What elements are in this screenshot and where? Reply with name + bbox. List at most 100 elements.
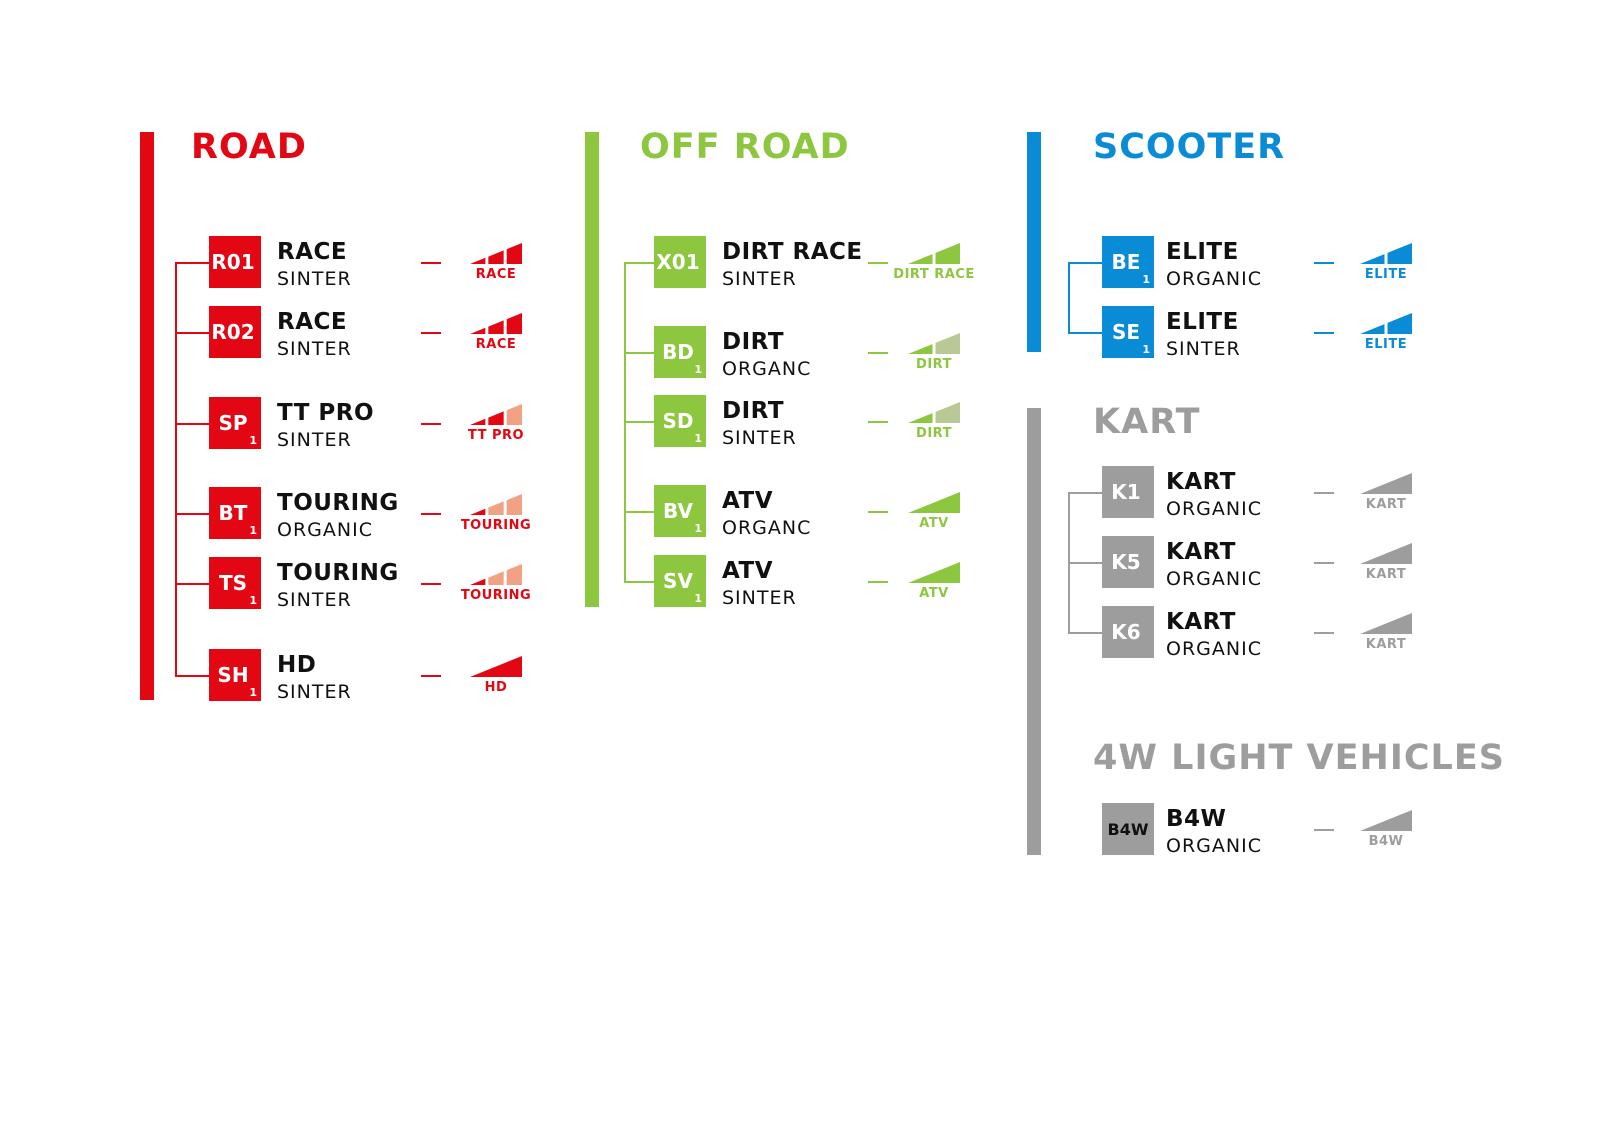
performance-level-label: TOURING [460, 518, 532, 533]
product-code: SE [1111, 320, 1141, 344]
product-name: ATV [722, 558, 774, 584]
product-code-badge[interactable]: BD 1 [654, 326, 706, 378]
offroad-section-title: OFF ROAD [640, 127, 850, 167]
product-code-badge[interactable]: BE 1 [1102, 236, 1154, 288]
performance-level-meter [908, 333, 960, 354]
product-code-badge[interactable]: R01 [209, 236, 261, 288]
scooter-section-title: SCOOTER [1093, 127, 1286, 167]
tree-branch [175, 583, 209, 585]
performance-level-meter [1360, 810, 1412, 831]
product-code-badge[interactable]: SE 1 [1102, 306, 1154, 358]
performance-level-label: DIRT [916, 426, 952, 441]
meter-segment-filled [908, 562, 960, 583]
product-code: B4W [1107, 819, 1149, 839]
performance-level-meter [1360, 313, 1412, 334]
performance-level-label: RACE [475, 267, 517, 282]
connector-dash [1314, 829, 1334, 831]
product-code-badge[interactable]: K6 [1102, 606, 1154, 658]
meter-segment-filled [1360, 254, 1385, 264]
product-name: B4W [1166, 806, 1227, 832]
tree-branch [624, 511, 654, 513]
meter-segment-filled [908, 344, 933, 354]
meter-segment-empty [506, 494, 522, 515]
meter-segment-filled [488, 320, 504, 334]
product-name: KART [1166, 539, 1236, 565]
product-code: R01 [211, 250, 255, 274]
connector-dash [421, 332, 441, 334]
meter-segment-filled [1360, 543, 1412, 564]
product-code-subscript: 1 [694, 592, 702, 605]
meter-segment-filled [908, 254, 933, 264]
product-code-badge[interactable]: B4W [1102, 803, 1154, 855]
product-name: DIRT RACE [722, 239, 863, 265]
performance-level-label: ELITE [1364, 267, 1408, 282]
compound-material: SINTER [722, 268, 797, 290]
product-code-badge[interactable]: SH 1 [209, 649, 261, 701]
meter-segment-filled [470, 656, 522, 677]
tree-branch [175, 262, 209, 264]
road-section-bar [140, 132, 154, 700]
performance-level-label: ATV [919, 586, 949, 601]
product-code-badge[interactable]: SV 1 [654, 555, 706, 607]
product-code-badge[interactable]: K5 [1102, 536, 1154, 588]
performance-level-meter [908, 492, 960, 513]
performance-level-label: KART [1365, 567, 1407, 582]
product-name: TOURING [277, 490, 399, 516]
connector-dash [868, 352, 888, 354]
product-code-subscript: 1 [1142, 273, 1150, 286]
product-name: KART [1166, 609, 1236, 635]
light4w-section-title: 4W LIGHT VEHICLES [1093, 738, 1505, 778]
product-name: DIRT [722, 329, 785, 355]
product-code-badge[interactable]: K1 [1102, 466, 1154, 518]
kart-section-bar [1027, 408, 1041, 855]
product-code: SP [218, 411, 248, 435]
performance-level-meter [470, 656, 522, 677]
product-code-badge[interactable]: BT 1 [209, 487, 261, 539]
product-name: ELITE [1166, 239, 1239, 265]
performance-level-label: KART [1365, 497, 1407, 512]
performance-level-meter [1360, 243, 1412, 264]
connector-dash [1314, 562, 1334, 564]
meter-segment-filled [1387, 243, 1412, 264]
meter-segment-filled [470, 257, 486, 264]
meter-segment-filled [488, 411, 504, 425]
product-code: K1 [1111, 480, 1141, 504]
product-code-subscript: 1 [694, 522, 702, 535]
compound-material: SINTER [277, 338, 352, 360]
meter-segment-empty [506, 404, 522, 425]
meter-segment-filled [908, 413, 933, 423]
tree-branch [1068, 262, 1102, 264]
product-code: X01 [656, 250, 700, 274]
compound-material: ORGANIC [1166, 268, 1262, 290]
performance-level-meter [470, 243, 522, 264]
meter-segment-empty [506, 564, 522, 585]
performance-level-meter [470, 564, 522, 585]
product-code-badge[interactable]: SP 1 [209, 397, 261, 449]
meter-segment-filled [470, 418, 486, 425]
scooter-section-bar [1027, 132, 1041, 352]
product-code: K6 [1111, 620, 1141, 644]
tree-branch [624, 262, 654, 264]
performance-level-label: ELITE [1364, 337, 1408, 352]
product-code-badge[interactable]: SD 1 [654, 395, 706, 447]
tree-branch [175, 423, 209, 425]
connector-dash [421, 423, 441, 425]
product-code: SD [662, 409, 694, 433]
compound-material: ORGANC [722, 517, 812, 539]
product-code: SV [663, 569, 693, 593]
product-code-badge[interactable]: X01 [654, 236, 706, 288]
performance-level-label: KART [1365, 637, 1407, 652]
connector-dash [868, 262, 888, 264]
tree-branch [175, 332, 209, 334]
compound-material: SINTER [277, 589, 352, 611]
performance-level-meter [1360, 543, 1412, 564]
performance-level-label: B4W [1368, 834, 1404, 849]
product-code-badge[interactable]: BV 1 [654, 485, 706, 537]
product-code-badge[interactable]: R02 [209, 306, 261, 358]
connector-dash [421, 675, 441, 677]
connector-dash [1314, 332, 1334, 334]
tree-branch [1068, 562, 1102, 564]
performance-level-label: HD [484, 680, 508, 695]
product-code-badge[interactable]: TS 1 [209, 557, 261, 609]
product-name: ELITE [1166, 309, 1239, 335]
